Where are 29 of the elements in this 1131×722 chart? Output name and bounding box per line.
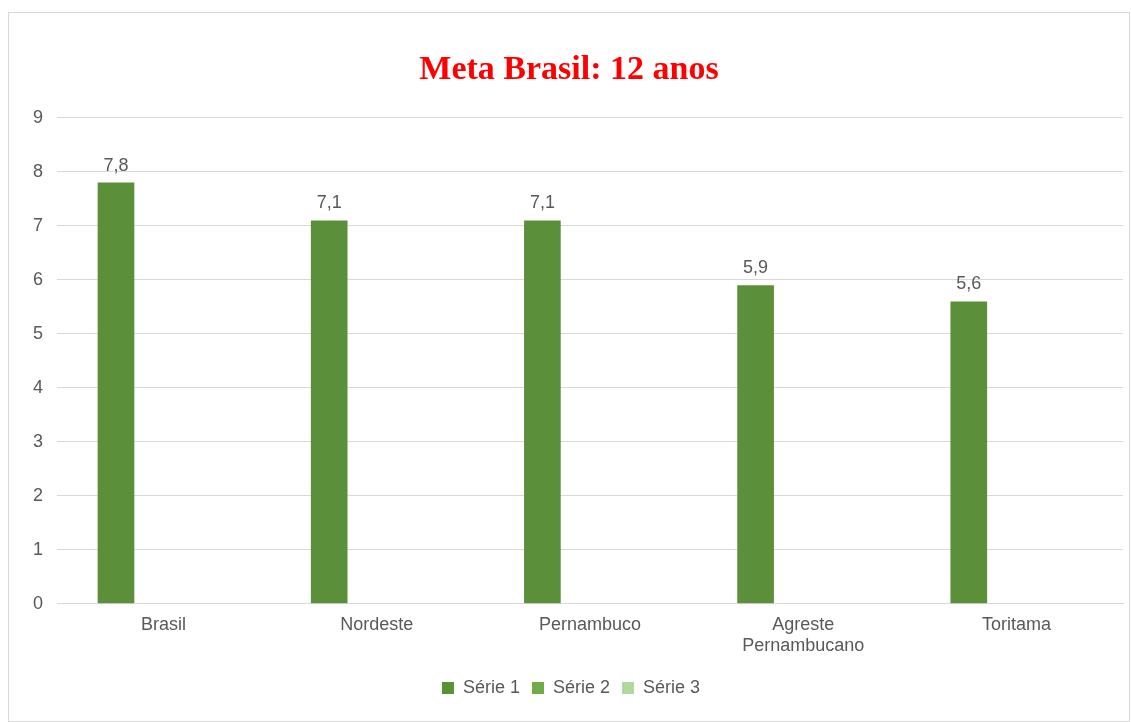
bar [950, 301, 988, 604]
y-tick-label: 6 [33, 268, 44, 289]
x-tick-label: Agreste Pernambucano [742, 613, 865, 656]
y-tick-label: 7 [33, 214, 44, 235]
data-label: 7,8 [103, 154, 129, 175]
data-label: 7,1 [316, 192, 342, 213]
data-label: 7,1 [529, 192, 555, 213]
bar [310, 220, 348, 604]
y-tick-label: 9 [33, 106, 44, 127]
y-tick-label: 4 [33, 376, 44, 397]
x-tick-label: Nordeste [340, 613, 414, 634]
y-tick-label: 2 [33, 484, 44, 505]
bar [97, 182, 135, 604]
chart-title: Meta Brasil: 12 anos [418, 49, 720, 87]
bar [737, 285, 774, 604]
y-tick-label: 8 [33, 160, 44, 181]
bar [524, 220, 561, 604]
legend-label: Série 1 [462, 676, 520, 697]
data-label: 5,6 [956, 273, 982, 294]
x-tick-label: Toritama [981, 613, 1052, 634]
y-tick-label: 1 [33, 538, 44, 559]
y-tick-label: 3 [33, 430, 44, 451]
x-tick-label: Pernambuco [538, 613, 642, 634]
legend-label: Série 2 [552, 676, 611, 697]
x-tick-label: Brasil [141, 613, 187, 634]
y-tick-label: 0 [33, 592, 44, 613]
legend-label: Série 3 [643, 676, 701, 697]
data-label: 5,9 [743, 257, 769, 278]
y-tick-label: 5 [33, 322, 44, 343]
